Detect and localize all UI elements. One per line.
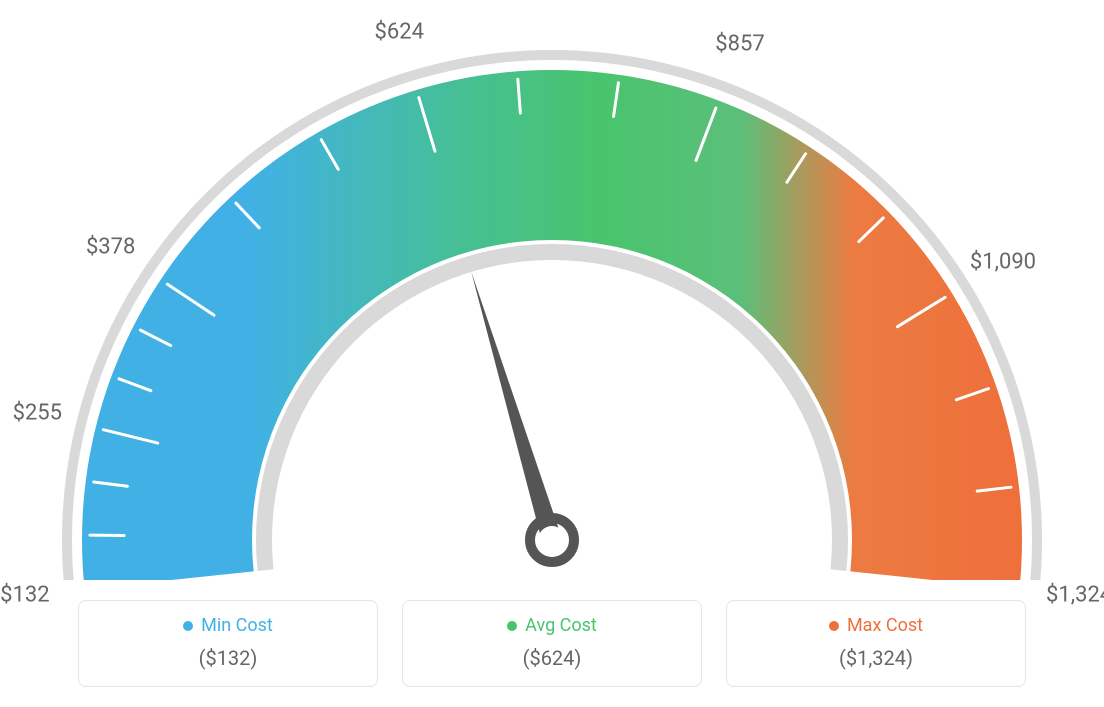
gauge-tick-label: $255	[13, 401, 62, 426]
legend-title: Avg Cost	[525, 615, 597, 636]
dot-icon	[829, 621, 839, 631]
legend-value: ($1,324)	[739, 646, 1013, 670]
gauge-tick-label: $1,090	[970, 249, 1036, 274]
dot-icon	[183, 621, 193, 631]
legend-card-avg: Avg Cost ($624)	[402, 600, 702, 687]
legend-value: ($132)	[91, 646, 365, 670]
legend-value: ($624)	[415, 646, 689, 670]
legend-card-max: Max Cost ($1,324)	[726, 600, 1026, 687]
gauge-tick-label: $1,324	[1046, 583, 1104, 608]
gauge-svg	[20, 20, 1084, 580]
gauge-tick-label: $132	[0, 583, 49, 608]
legend-row: Min Cost ($132) Avg Cost ($624) Max Cost…	[20, 600, 1084, 687]
gauge-tick-label: $378	[86, 234, 135, 259]
legend-card-min: Min Cost ($132)	[78, 600, 378, 687]
gauge-tick-label: $624	[375, 20, 424, 45]
legend-title: Min Cost	[201, 615, 273, 636]
dot-icon	[507, 621, 517, 631]
legend-title: Max Cost	[847, 615, 923, 636]
gauge-tick-label: $857	[715, 32, 764, 57]
cost-gauge: $132$255$378$624$857$1,090$1,324	[20, 20, 1084, 580]
